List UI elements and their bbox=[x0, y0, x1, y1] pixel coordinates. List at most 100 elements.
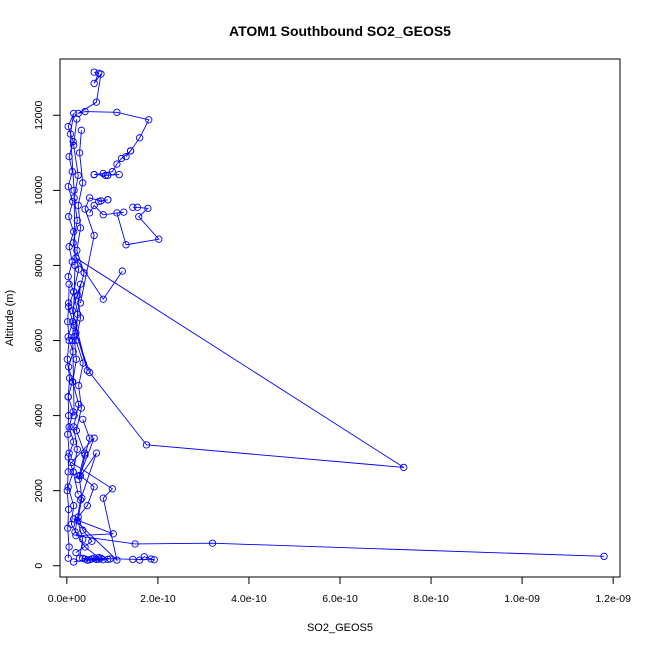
data-point bbox=[117, 154, 126, 163]
data-point bbox=[70, 288, 78, 296]
data-point bbox=[79, 179, 87, 187]
data-point bbox=[75, 381, 83, 390]
data-point bbox=[66, 130, 75, 138]
series-4 bbox=[67, 434, 608, 564]
data-point bbox=[64, 182, 72, 191]
y-axis: 0 2000 4000 6000 8000 10000 12000 bbox=[33, 101, 61, 569]
data-point bbox=[99, 494, 107, 502]
data-point bbox=[136, 134, 144, 142]
data-point bbox=[75, 400, 83, 408]
y-tick-label: 8000 bbox=[33, 254, 45, 278]
data-point bbox=[70, 423, 78, 431]
x-axis: 0.0e+00 2.0e-10 4.0e-10 6.0e-10 8.0e-10 1.0e-… bbox=[48, 576, 631, 605]
x-tick-label: 6.0e-10 bbox=[322, 593, 358, 605]
data-point bbox=[79, 415, 87, 423]
data-point bbox=[90, 68, 98, 76]
x-tick-label: 1.0e-09 bbox=[504, 593, 540, 605]
series-8 bbox=[69, 115, 83, 499]
y-tick-label: 10000 bbox=[33, 176, 45, 205]
data-point bbox=[155, 235, 163, 243]
data-point bbox=[75, 149, 84, 157]
data-point bbox=[69, 468, 77, 476]
series-line bbox=[80, 197, 108, 304]
data-point bbox=[69, 408, 77, 416]
data-point bbox=[104, 171, 112, 180]
data-point bbox=[104, 196, 112, 204]
data-point bbox=[90, 231, 98, 240]
data-point bbox=[145, 116, 153, 124]
data-point bbox=[63, 487, 71, 495]
data-point bbox=[90, 434, 98, 442]
data-point bbox=[69, 318, 77, 326]
data-point bbox=[65, 411, 73, 420]
series-10 bbox=[63, 280, 74, 562]
data-point bbox=[79, 359, 87, 367]
data-point bbox=[108, 485, 117, 493]
x-tick-label: 4.0e-10 bbox=[231, 593, 267, 605]
data-point bbox=[70, 228, 78, 236]
data-point bbox=[65, 449, 73, 457]
data-point bbox=[64, 273, 72, 281]
y-tick-label: 2000 bbox=[33, 479, 45, 503]
data-point bbox=[74, 310, 82, 318]
data-point bbox=[83, 502, 91, 510]
data-point bbox=[73, 445, 81, 454]
data-point bbox=[65, 543, 73, 551]
data-point bbox=[70, 186, 78, 195]
data-point bbox=[142, 441, 151, 449]
y-tick-label: 4000 bbox=[33, 404, 45, 428]
data-point bbox=[63, 355, 71, 363]
data-point bbox=[131, 540, 139, 548]
data-point bbox=[65, 243, 73, 251]
data-point bbox=[113, 556, 121, 564]
data-point bbox=[70, 194, 78, 202]
data-point bbox=[85, 434, 94, 442]
data-point bbox=[120, 208, 128, 216]
data-point bbox=[81, 555, 89, 563]
y-tick-label: 6000 bbox=[33, 329, 45, 353]
data-point bbox=[71, 528, 79, 536]
data-point bbox=[65, 423, 73, 431]
data-point bbox=[73, 216, 81, 225]
series-9 bbox=[76, 194, 112, 307]
data-point bbox=[65, 374, 74, 382]
series-6 bbox=[64, 109, 103, 562]
data-point bbox=[70, 558, 78, 566]
data-point bbox=[75, 265, 83, 273]
y-tick-label: 0 bbox=[33, 563, 45, 569]
x-tick-label: 2.0e-10 bbox=[140, 593, 176, 605]
data-point bbox=[118, 267, 127, 275]
series-line bbox=[70, 437, 605, 562]
data-point bbox=[65, 212, 73, 221]
data-point bbox=[64, 468, 72, 476]
data-point bbox=[99, 169, 107, 178]
data-point bbox=[65, 280, 73, 288]
data-point bbox=[64, 430, 72, 439]
data-point bbox=[70, 502, 78, 510]
plot-frame bbox=[59, 58, 621, 578]
x-tick-label: 8.0e-10 bbox=[413, 593, 449, 605]
data-point bbox=[150, 556, 158, 564]
data-point bbox=[81, 451, 89, 459]
data-point bbox=[85, 556, 94, 564]
data-point bbox=[208, 539, 217, 547]
series-5 bbox=[70, 553, 158, 566]
series-line bbox=[66, 284, 71, 559]
data-point bbox=[104, 555, 112, 564]
series-3 bbox=[68, 254, 408, 472]
data-point bbox=[69, 137, 77, 146]
data-point bbox=[115, 170, 123, 179]
data-point bbox=[69, 348, 77, 356]
data-point bbox=[90, 483, 98, 491]
data-point bbox=[65, 336, 73, 345]
data-point bbox=[77, 126, 86, 134]
data-point bbox=[90, 79, 98, 88]
data-point bbox=[129, 555, 137, 564]
data-point bbox=[133, 203, 142, 211]
data-point bbox=[70, 438, 78, 446]
data-point bbox=[113, 209, 121, 217]
data-point bbox=[88, 537, 96, 545]
data-point bbox=[64, 453, 72, 461]
series-line bbox=[72, 119, 80, 495]
data-point bbox=[70, 411, 78, 420]
